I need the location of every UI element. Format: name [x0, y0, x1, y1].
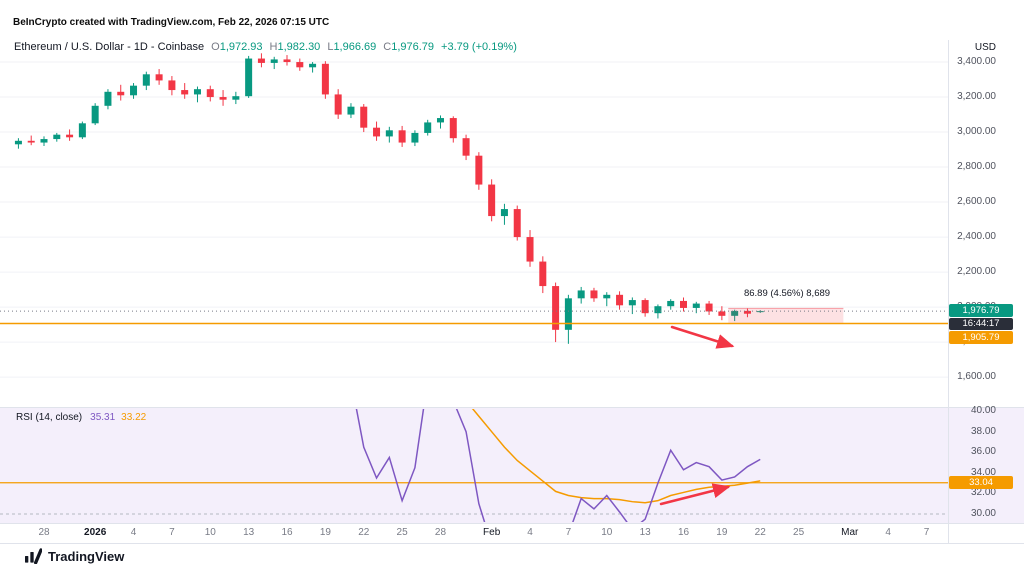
low-label: L: [327, 41, 334, 53]
candle: [411, 130, 419, 147]
candle: [590, 287, 598, 302]
candle: [168, 76, 176, 96]
rsi-title[interactable]: RSI: [16, 412, 33, 423]
measure-label[interactable]: 86.89 (4.56%) 8,689: [743, 288, 831, 299]
candle: [181, 83, 189, 99]
watermark-text: BeInCrypto created with TradingView.com,…: [13, 17, 330, 28]
arrow-annotation[interactable]: [670, 325, 735, 349]
candle: [296, 58, 304, 71]
candle: [309, 62, 317, 73]
candle: [193, 86, 201, 103]
candle: [654, 304, 662, 319]
candle: [334, 89, 342, 119]
candle: [577, 286, 585, 304]
rsi-params: (14, close): [35, 412, 83, 423]
candle: [66, 129, 74, 141]
countdown-badge: 16:44:17: [949, 318, 1013, 330]
price-range-box[interactable]: [728, 308, 844, 324]
candle: [40, 136, 48, 147]
close-label: C: [383, 41, 392, 53]
candle: [130, 83, 138, 99]
candle: [603, 292, 611, 307]
candle: [475, 152, 483, 190]
candle: [117, 84, 125, 101]
candle: [398, 125, 406, 147]
arrow-annotation[interactable]: [659, 483, 731, 506]
rsi-ma-value: 33.22: [121, 412, 147, 423]
low-value: 1,966.69: [333, 41, 377, 53]
candle: [449, 116, 457, 143]
high-label: H: [269, 41, 278, 53]
candle: [53, 132, 61, 142]
candle: [283, 55, 291, 66]
candle: [245, 55, 253, 98]
candle: [347, 103, 355, 119]
candles: [14, 53, 764, 344]
candle: [513, 205, 521, 241]
candle: [680, 297, 687, 312]
candle: [155, 69, 163, 85]
rsi-ma-line: [471, 409, 761, 504]
symbol-title[interactable]: Ethereum / U.S. Dollar - 1D - Coinbase: [14, 41, 205, 53]
candle: [731, 309, 739, 322]
candle: [436, 115, 444, 129]
symbol-legend: Ethereum / U.S. Dollar - 1D - Coinbase O1…: [14, 41, 517, 53]
candle: [718, 306, 726, 321]
rsi-pane-bg: [0, 408, 1024, 523]
candle: [91, 103, 99, 126]
tradingview-logo-text: TradingView: [48, 548, 125, 564]
candle: [321, 61, 329, 99]
rsi-line: [355, 409, 761, 522]
candle: [104, 89, 112, 110]
rsi-legend: RSI (14, close) 35.31 33.22: [16, 412, 146, 423]
candle: [424, 119, 432, 136]
candle: [27, 135, 35, 146]
current-price-badge: 1,976.79: [949, 304, 1013, 317]
candle: [552, 282, 560, 343]
tradingview-logo[interactable]: TradingView: [24, 548, 124, 564]
open-label: O: [211, 41, 220, 53]
rsi-value-badge: 33.04: [949, 476, 1013, 489]
candle: [385, 126, 393, 143]
rsi-value: 35.31: [90, 412, 116, 423]
candle: [743, 308, 751, 318]
candle: [667, 299, 675, 310]
high-value: 1,982.30: [277, 41, 321, 53]
candle: [270, 56, 278, 70]
candle: [373, 121, 381, 141]
candle: [360, 104, 368, 133]
open-value: 1,972.93: [219, 41, 263, 53]
candle: [462, 134, 470, 161]
candle: [14, 138, 22, 149]
candle: [564, 294, 572, 344]
candle: [641, 298, 649, 317]
candle: [488, 179, 496, 222]
candle: [257, 53, 265, 68]
tradingview-logo-icon: [25, 548, 42, 564]
candle: [232, 91, 240, 105]
candle: [206, 85, 214, 102]
support-price-badge: 1,905.79: [949, 331, 1013, 344]
candle: [500, 203, 508, 225]
candle: [142, 71, 150, 91]
change-value: +3.79 (+0.19%): [441, 41, 517, 53]
candle: [539, 256, 547, 294]
candle: [616, 291, 624, 310]
close-value: 1,976.79: [391, 41, 435, 53]
candle: [526, 230, 534, 267]
candle: [78, 121, 86, 140]
currency-label: USD: [974, 42, 996, 53]
candle: [705, 300, 713, 315]
candle: [219, 90, 227, 106]
